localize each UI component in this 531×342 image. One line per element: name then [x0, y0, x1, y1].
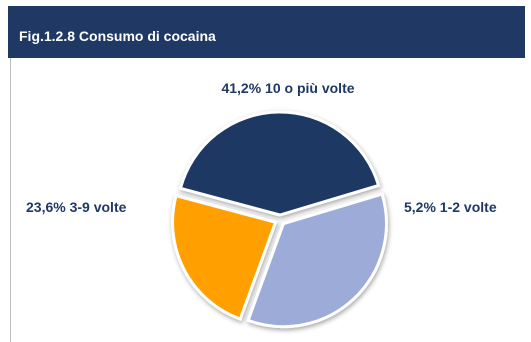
figure-title: Fig.1.2.8 Consumo di cocaina	[19, 28, 216, 44]
slice-10-o-piu	[178, 110, 381, 217]
slice-1-2	[246, 192, 388, 329]
slice-3-9	[171, 193, 278, 321]
slice-label-10-o-piu: 41,2% 10 o più volte	[221, 80, 354, 96]
pie-slices	[171, 110, 388, 329]
figure-header: Fig.1.2.8 Consumo di cocaina	[8, 6, 525, 58]
slice-label-1-2: 5,2% 1-2 volte	[404, 199, 497, 215]
slice-label-3-9: 23,6% 3-9 volte	[26, 199, 127, 215]
left-border-line	[10, 58, 11, 342]
